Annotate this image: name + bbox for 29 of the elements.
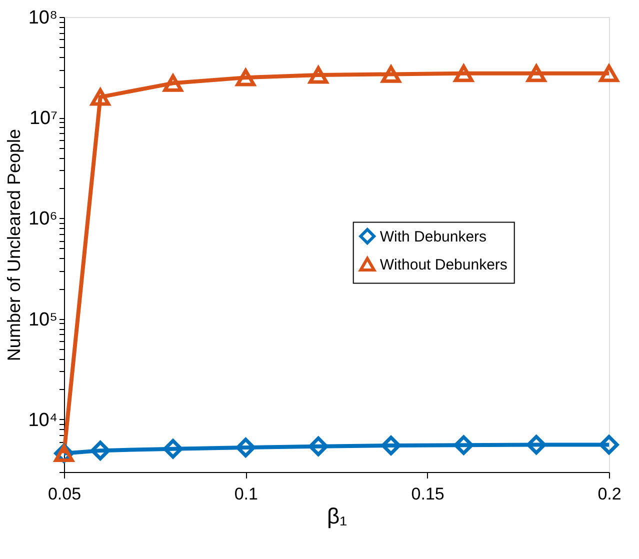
legend-label: With Debunkers (380, 228, 487, 246)
y-tick-label: 10⁵ (28, 309, 58, 330)
point (163, 74, 183, 92)
x-tick-label: 0.15 (411, 484, 444, 504)
point (526, 434, 546, 455)
x-tick-label: 0.2 (598, 484, 622, 504)
point (454, 435, 474, 455)
point (236, 68, 256, 86)
legend-label: Without Debunkers (380, 256, 508, 274)
point (454, 64, 474, 82)
point (163, 439, 183, 459)
point (381, 436, 401, 456)
x-tick-label: 0.05 (48, 484, 82, 504)
point (381, 65, 401, 83)
y-tick-label: 10⁶ (28, 208, 58, 230)
point (308, 66, 328, 84)
x-axis-title: β₁ (326, 504, 348, 528)
y-tick-label: 10⁷ (29, 108, 58, 130)
x-tick-label: 0.1 (234, 484, 258, 504)
point (90, 88, 110, 106)
point (599, 64, 619, 82)
point (308, 436, 328, 456)
point (236, 438, 256, 458)
y-tick-label: 10⁴ (28, 410, 58, 431)
y-tick-label: 10⁸ (28, 8, 58, 28)
y-axis-title: Number of Uncleared People (4, 128, 24, 362)
point (90, 440, 110, 460)
point (526, 64, 546, 82)
point (599, 434, 619, 455)
